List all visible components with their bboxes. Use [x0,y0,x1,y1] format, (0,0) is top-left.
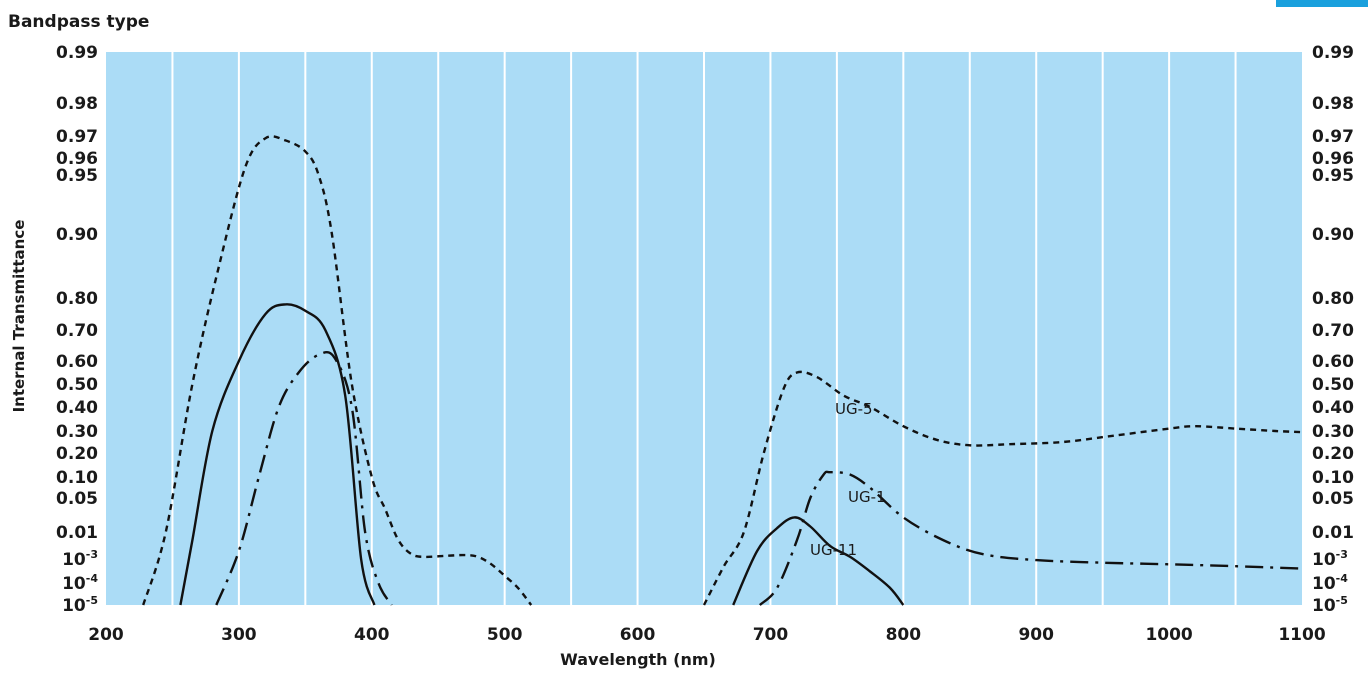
y-tick-label-left: 0.50 [56,375,98,395]
x-tick-label: 1100 [1278,625,1325,645]
x-tick-label: 200 [88,625,124,645]
series-line-ug-11 [732,516,905,606]
y-tick-label-right: 0.30 [1312,422,1354,442]
y-tick-label-left: 0.40 [56,398,98,418]
y-tick-label-left: 0.05 [56,489,98,509]
y-tick-label-left: 0.60 [56,352,98,372]
y-tick-label-left: 0.20 [56,444,98,464]
series-label-ug-5: UG-5 [835,400,873,418]
y-tick-label-left: 10-5 [62,594,98,616]
y-tick-label-left: 0.99 [56,43,98,63]
x-axis-label: Wavelength (nm) [560,650,716,669]
y-tick-label-left: 0.01 [56,523,98,543]
x-tick-label: 900 [1018,625,1054,645]
corner-accent-bar [1276,0,1368,7]
y-tick-label-left: 10-3 [62,548,98,570]
y-tick-label-left: 0.30 [56,422,98,442]
y-tick-label-left: 0.80 [56,289,98,309]
y-tick-label-left: 0.70 [56,321,98,341]
y-tick-label-right: 10-4 [1312,572,1348,594]
series-curves [142,135,1303,606]
x-tick-label: 300 [221,625,257,645]
y-tick-label-right: 0.10 [1312,468,1354,488]
x-tick-label: 800 [886,625,922,645]
x-tick-label: 500 [487,625,523,645]
axis-ticks: 200 300 400 500 600 700 800 900 1000 1100 0.99 0.99… [56,43,1354,645]
y-tick-label-right: 0.80 [1312,289,1354,309]
chart-title: Bandpass type [8,12,150,32]
y-tick-label-left: 0.10 [56,468,98,488]
series-line-ug-1 [215,350,393,606]
series-line-ug-1 [758,470,1303,606]
series-line-ug-5 [702,370,1303,606]
y-tick-label-right: 0.70 [1312,321,1354,341]
y-tick-label-right: 10-5 [1312,594,1348,616]
x-tick-label: 600 [620,625,656,645]
y-tick-label-right: 0.20 [1312,444,1354,464]
y-tick-label-right: 0.05 [1312,489,1354,509]
y-tick-label-left: 0.98 [56,94,98,114]
y-tick-label-right: 0.01 [1312,523,1354,543]
y-tick-label-right: 0.60 [1312,352,1354,372]
y-tick-label-right: 0.50 [1312,375,1354,395]
y-tick-label-right: 0.40 [1312,398,1354,418]
y-tick-label-left: 10-4 [62,572,98,594]
y-tick-label-left: 0.96 [56,149,98,169]
grid-lines [171,52,1237,605]
x-tick-label: 400 [354,625,390,645]
y-tick-label-left: 0.90 [56,225,98,245]
x-tick-label: 700 [753,625,789,645]
y-tick-label-right: 10-3 [1312,548,1348,570]
series-label-ug-1: UG-1 [848,488,886,506]
y-tick-label-left: 0.95 [56,166,98,186]
y-tick-label-right: 0.96 [1312,149,1354,169]
y-tick-label-right: 0.99 [1312,43,1354,63]
series-line-ug-11 [179,303,376,606]
y-tick-label-left: 0.97 [56,127,98,147]
x-tick-label: 1000 [1145,625,1192,645]
y-tick-label-right: 0.97 [1312,127,1354,147]
y-tick-label-right: 0.90 [1312,225,1354,245]
y-tick-label-right: 0.98 [1312,94,1354,114]
y-tick-label-right: 0.95 [1312,166,1354,186]
series-label-ug-11: UG-11 [810,541,857,559]
series-labels: UG-5 UG-11 UG-1 [810,400,886,559]
